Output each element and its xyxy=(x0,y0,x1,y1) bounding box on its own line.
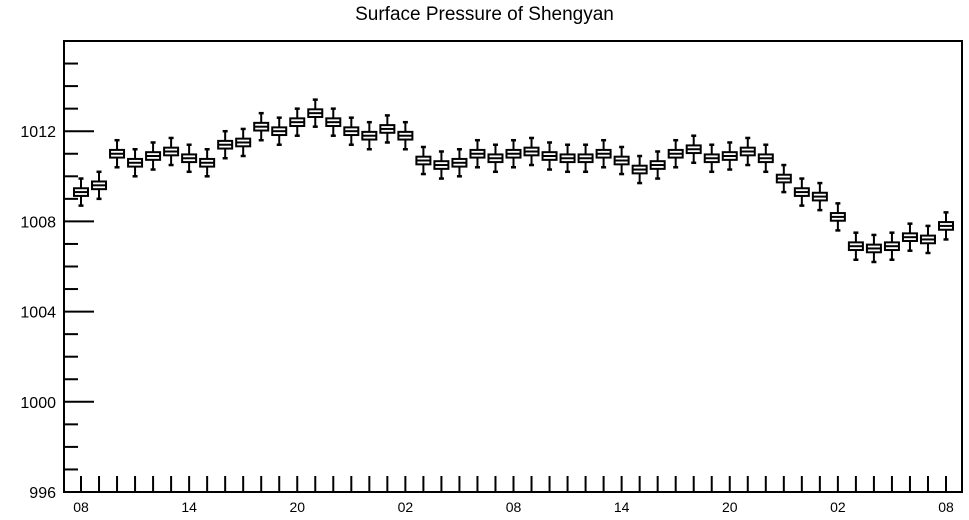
box xyxy=(289,107,306,137)
x-tick-label: 20 xyxy=(722,499,738,515)
y-tick-label: 1012 xyxy=(20,124,56,141)
x-tick-label: 02 xyxy=(398,499,414,515)
box xyxy=(505,138,522,169)
box xyxy=(541,141,558,171)
box xyxy=(325,107,342,137)
x-tick-label: 08 xyxy=(73,499,89,515)
box xyxy=(739,136,756,167)
box xyxy=(109,138,126,169)
box xyxy=(667,138,684,169)
x-tick-label: 20 xyxy=(289,499,305,515)
y-tick-label: 996 xyxy=(29,485,56,502)
x-tick-label: 02 xyxy=(830,499,846,515)
box xyxy=(145,141,162,171)
x-tick-label: 08 xyxy=(506,499,522,515)
box xyxy=(487,143,504,174)
box xyxy=(649,150,666,180)
box xyxy=(199,147,216,178)
box xyxy=(217,129,234,160)
box xyxy=(775,163,792,194)
box xyxy=(163,136,180,167)
box xyxy=(901,222,918,252)
box xyxy=(811,181,828,212)
x-axis: 08 14 20 02 08 14 20 02 08 xyxy=(73,476,954,515)
box xyxy=(793,177,810,207)
box xyxy=(595,138,612,169)
box xyxy=(127,147,144,178)
box xyxy=(361,120,378,151)
box xyxy=(523,136,540,167)
box xyxy=(577,143,594,174)
box xyxy=(613,145,630,176)
box xyxy=(865,233,882,264)
box xyxy=(253,111,270,142)
box xyxy=(379,114,396,144)
box xyxy=(307,98,324,128)
x-tick-label: 08 xyxy=(938,499,954,515)
box xyxy=(559,143,576,174)
box xyxy=(919,224,936,255)
y-tick-label: 1000 xyxy=(20,395,56,412)
box xyxy=(91,170,108,201)
box xyxy=(829,202,846,232)
x-tick-label: 14 xyxy=(614,499,630,515)
boxes xyxy=(73,98,954,264)
y-axis: 996 1000 1004 1008 1012 xyxy=(20,62,94,502)
box xyxy=(397,120,414,151)
y-tick-label: 1008 xyxy=(20,214,56,231)
box xyxy=(469,138,486,169)
box xyxy=(757,143,774,174)
chart-title: Surface Pressure of Shengyan xyxy=(355,4,614,25)
box xyxy=(938,211,954,241)
box xyxy=(451,147,468,178)
box xyxy=(433,150,450,180)
box xyxy=(847,231,864,261)
box xyxy=(883,231,900,261)
plot-frame xyxy=(63,40,963,493)
y-tick-label: 1004 xyxy=(20,305,56,322)
box xyxy=(73,177,89,207)
box xyxy=(235,127,252,158)
box xyxy=(271,116,288,146)
box xyxy=(415,145,432,176)
box xyxy=(703,143,720,174)
x-tick-label: 14 xyxy=(181,499,197,515)
box xyxy=(685,134,702,165)
box xyxy=(631,154,648,185)
box xyxy=(343,116,360,146)
box xyxy=(181,143,198,174)
box xyxy=(721,141,738,171)
